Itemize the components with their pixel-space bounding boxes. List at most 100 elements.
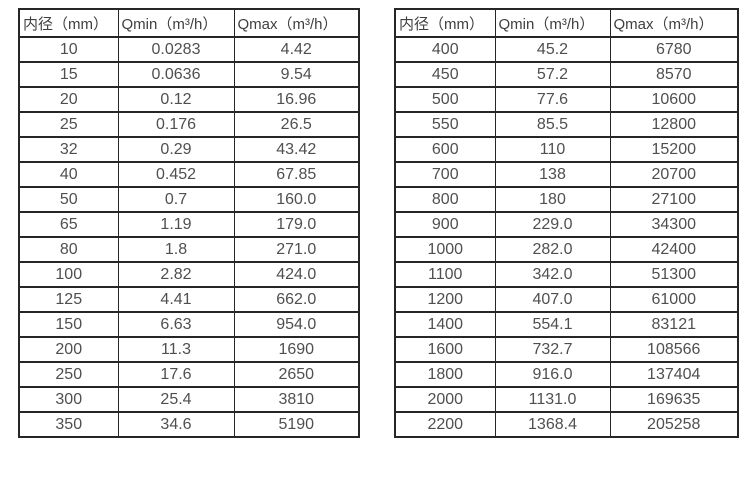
table-row: 700 138 20700 (394, 161, 739, 188)
table-cell: 80 (18, 236, 119, 263)
table-row: 1200 407.0 61000 (394, 286, 739, 313)
table-cell: 27100 (609, 186, 739, 213)
table-cell: 1400 (394, 311, 496, 338)
table-cell: 11.3 (117, 336, 235, 363)
table-cell: 25.4 (117, 386, 235, 413)
table-cell: 1000 (394, 236, 496, 263)
table-cell: 1.8 (117, 236, 235, 263)
table-cell: 407.0 (494, 286, 611, 313)
table-cell: 250 (18, 361, 119, 388)
table-cell: 0.7 (117, 186, 235, 213)
table-cell: 51300 (609, 261, 739, 288)
table-cell: 61000 (609, 286, 739, 313)
table-cell: 26.5 (233, 111, 360, 138)
table-cell: 137404 (609, 361, 739, 388)
table-row: 25 0.176 26.5 (18, 111, 360, 138)
table-cell: 10 (18, 36, 119, 63)
table-cell: 0.452 (117, 161, 235, 188)
table-cell: 0.29 (117, 136, 235, 163)
column-header: Qmin（m³/h） (494, 8, 611, 38)
table-row: 2200 1368.4 205258 (394, 411, 739, 438)
table-cell: 83121 (609, 311, 739, 338)
table-cell: 1800 (394, 361, 496, 388)
table-cell: 15 (18, 61, 119, 88)
table-cell: 180 (494, 186, 611, 213)
table-row: 65 1.19 179.0 (18, 211, 360, 238)
diameter-flow-table-small: 内径（mm） Qmin（m³/h） Qmax（m³/h） 10 0.0283 4.42 15… (18, 8, 360, 438)
table-row: 500 77.6 10600 (394, 86, 739, 113)
table-cell: 45.2 (494, 36, 611, 63)
table-cell: 150 (18, 311, 119, 338)
header-row: 内径（mm） Qmin（m³/h） Qmax（m³/h） (18, 8, 360, 38)
table-cell: 179.0 (233, 211, 360, 238)
column-header: 内径（mm） (394, 8, 496, 38)
table-cell: 160.0 (233, 186, 360, 213)
header-row: 内径（mm） Qmin（m³/h） Qmax（m³/h） (394, 8, 739, 38)
table-cell: 15200 (609, 136, 739, 163)
table-row: 200 11.3 1690 (18, 336, 360, 363)
table-cell: 662.0 (233, 286, 360, 313)
table-cell: 0.0636 (117, 61, 235, 88)
flow-rate-spec-tables: 内径（mm） Qmin（m³/h） Qmax（m³/h） 10 0.0283 4.42 15… (18, 8, 739, 438)
table-row: 1800 916.0 137404 (394, 361, 739, 388)
table-cell: 900 (394, 211, 496, 238)
table-cell: 40 (18, 161, 119, 188)
table-row: 20 0.12 16.96 (18, 86, 360, 113)
table-cell: 0.12 (117, 86, 235, 113)
table-cell: 34300 (609, 211, 739, 238)
column-header: Qmin（m³/h） (117, 8, 235, 38)
table-cell: 17.6 (117, 361, 235, 388)
table-row: 32 0.29 43.42 (18, 136, 360, 163)
table-cell: 200 (18, 336, 119, 363)
column-header: Qmax（m³/h） (233, 8, 360, 38)
table-cell: 34.6 (117, 411, 235, 438)
table-cell: 16.96 (233, 86, 360, 113)
table-cell: 6.63 (117, 311, 235, 338)
table-cell: 2650 (233, 361, 360, 388)
table-cell: 229.0 (494, 211, 611, 238)
table-cell: 4.41 (117, 286, 235, 313)
table-cell: 1131.0 (494, 386, 611, 413)
table-row: 1600 732.7 108566 (394, 336, 739, 363)
table-cell: 1368.4 (494, 411, 611, 438)
table-cell: 1100 (394, 261, 496, 288)
table-cell: 85.5 (494, 111, 611, 138)
table-cell: 25 (18, 111, 119, 138)
table-cell: 400 (394, 36, 496, 63)
table-row: 800 180 27100 (394, 186, 739, 213)
table-cell: 916.0 (494, 361, 611, 388)
column-header: 内径（mm） (18, 8, 119, 38)
table-cell: 954.0 (233, 311, 360, 338)
table-row: 80 1.8 271.0 (18, 236, 360, 263)
table-cell: 100 (18, 261, 119, 288)
table-cell: 77.6 (494, 86, 611, 113)
table-cell: 12800 (609, 111, 739, 138)
table-cell: 9.54 (233, 61, 360, 88)
table-cell: 205258 (609, 411, 739, 438)
table-cell: 50 (18, 186, 119, 213)
table-cell: 43.42 (233, 136, 360, 163)
table-cell: 1600 (394, 336, 496, 363)
table-row: 250 17.6 2650 (18, 361, 360, 388)
table-row: 10 0.0283 4.42 (18, 36, 360, 63)
table-row: 1000 282.0 42400 (394, 236, 739, 263)
table-row: 1400 554.1 83121 (394, 311, 739, 338)
table-cell: 342.0 (494, 261, 611, 288)
table-cell: 600 (394, 136, 496, 163)
table-row: 1100 342.0 51300 (394, 261, 739, 288)
table-cell: 732.7 (494, 336, 611, 363)
table-cell: 0.0283 (117, 36, 235, 63)
table-cell: 110 (494, 136, 611, 163)
table-cell: 500 (394, 86, 496, 113)
table-cell: 424.0 (233, 261, 360, 288)
table-row: 50 0.7 160.0 (18, 186, 360, 213)
table-row: 100 2.82 424.0 (18, 261, 360, 288)
table-cell: 10600 (609, 86, 739, 113)
table-cell: 20 (18, 86, 119, 113)
table-cell: 67.85 (233, 161, 360, 188)
table-cell: 65 (18, 211, 119, 238)
table-cell: 271.0 (233, 236, 360, 263)
table-cell: 57.2 (494, 61, 611, 88)
table-cell: 2.82 (117, 261, 235, 288)
table-row: 125 4.41 662.0 (18, 286, 360, 313)
